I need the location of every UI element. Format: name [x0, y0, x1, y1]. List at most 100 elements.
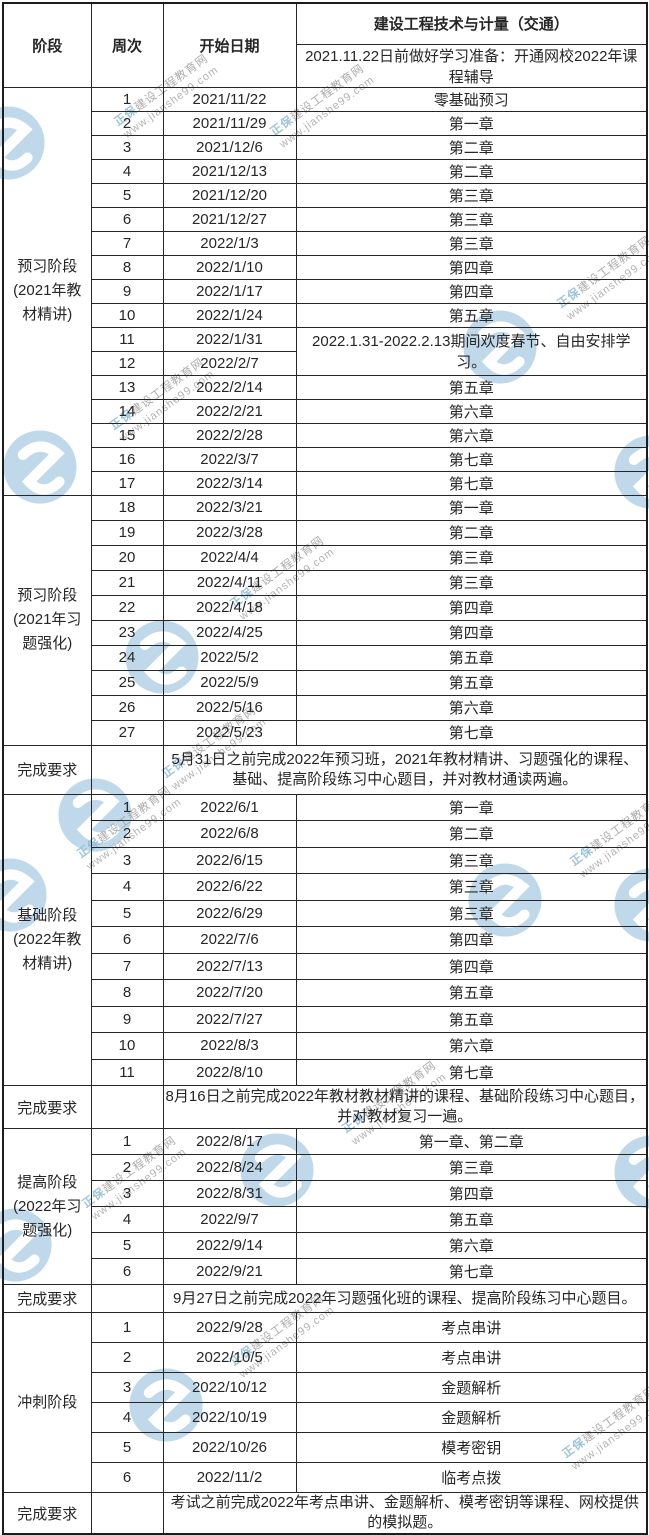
schedule-row: 15 2022/2/28 第六章 — [3, 422, 648, 448]
lesson-content: 第四章 — [295, 254, 648, 280]
schedule-row: 21 2022/4/11 第三章 — [3, 569, 648, 596]
start-date: 2022/5/23 — [162, 719, 297, 746]
stage-label: 冲刺阶段 — [2, 1312, 92, 1493]
week-number: 27 — [90, 719, 164, 746]
start-date: 2022/3/7 — [162, 446, 297, 472]
lesson-content: 第三章 — [295, 569, 648, 596]
schedule-row: 25 2022/5/9 第五章 — [3, 669, 648, 696]
week-number: 5 — [90, 182, 164, 208]
schedule-row: 6 2022/11/2 临考点拨 — [3, 1462, 648, 1493]
lesson-content: 第五章 — [295, 644, 648, 671]
lesson-content: 第三章 — [295, 182, 648, 208]
week-number: 3 — [90, 846, 164, 874]
schedule-row: 20 2022/4/4 第三章 — [3, 544, 648, 571]
lesson-content: 第七章 — [295, 719, 648, 746]
stage-section: 预习阶段 (2021年教材精讲) 1 2021/11/22 零基础预习 2 2021/11… — [2, 86, 648, 496]
start-date: 2022/2/14 — [162, 374, 297, 400]
lesson-content: 第七章 — [295, 1058, 648, 1086]
week-number: 10 — [90, 302, 164, 328]
lesson-content: 金题解析 — [295, 1402, 648, 1433]
requirement-label: 完成要求 — [2, 1284, 92, 1313]
start-date: 2022/3/21 — [162, 494, 297, 521]
start-date: 2022/2/21 — [162, 398, 297, 424]
week-number: 22 — [90, 594, 164, 621]
lesson-content: 第七章 — [295, 470, 648, 496]
requirement-row: 完成要求 5月31日之前完成2022年预习班，2021年教材精讲、习题强化的课程、… — [2, 744, 648, 795]
week-number: 9 — [90, 1005, 164, 1033]
start-date: 2022/6/1 — [162, 793, 297, 821]
start-date: 2022/6/8 — [162, 820, 297, 848]
header-cell-date: 开始日期 — [162, 2, 297, 88]
start-date: 2022/10/19 — [162, 1402, 297, 1433]
course-title: 建设工程技术与计量（交通） — [295, 2, 648, 45]
week-number: 1 — [90, 86, 164, 112]
week-number: 13 — [90, 374, 164, 400]
start-date: 2022/9/21 — [162, 1258, 297, 1285]
schedule-row: 6 2022/7/6 第四章 — [3, 926, 648, 954]
start-date: 2022/5/2 — [162, 644, 297, 671]
start-date: 2022/1/17 — [162, 278, 297, 304]
schedule-row: 6 2021/12/27 第三章 — [3, 206, 648, 232]
lesson-content: 第一章 — [295, 110, 648, 136]
week-number: 11 — [90, 1058, 164, 1086]
start-date: 2022/4/25 — [162, 619, 297, 646]
lesson-content: 第三章 — [295, 873, 648, 901]
start-date: 2021/11/29 — [162, 110, 297, 136]
schedule-row: 9 2022/1/17 第四章 — [3, 278, 648, 304]
lesson-content: 第二章 — [295, 158, 648, 184]
start-date: 2022/5/16 — [162, 694, 297, 721]
lesson-content: 第六章 — [295, 694, 648, 721]
schedule-row: 27 2022/5/23 第七章 — [3, 719, 648, 746]
week-number: 7 — [90, 230, 164, 256]
start-date: 2022/9/28 — [162, 1312, 297, 1343]
requirement-section: 完成要求 8月16日之前完成2022年教材教材精讲的课程、基础阶段练习中心题目，并… — [2, 1085, 648, 1129]
stage-section: 预习阶段 (2021年习题强化) 18 2022/3/21 第一章 19 2022/3/2… — [2, 494, 648, 746]
start-date: 2022/8/31 — [162, 1180, 297, 1207]
lesson-content: 第一章 — [295, 793, 648, 821]
lesson-content: 第一章、第二章 — [295, 1128, 648, 1155]
schedule-row: 3 2021/12/6 第二章 — [3, 134, 648, 160]
schedule-row: 4 2022/10/19 金题解析 — [3, 1402, 648, 1433]
lesson-content: 第三章 — [295, 1154, 648, 1181]
empty-cell — [90, 1492, 164, 1535]
schedule-row: 预习阶段 (2021年教材精讲) 1 2021/11/22 零基础预习 — [2, 86, 648, 496]
schedule-row: 8 2022/1/10 第四章 — [3, 254, 648, 280]
schedule-row: 13 2022/2/14 第五章 — [3, 374, 648, 400]
schedule-row: 9 2022/7/27 第五章 — [3, 1005, 648, 1033]
start-date: 2022/10/26 — [162, 1432, 297, 1463]
start-date: 2022/1/3 — [162, 230, 297, 256]
schedule-row: 2 2022/6/8 第二章 — [3, 820, 648, 848]
requirement-row: 完成要求 9月27日之前完成2022年习题强化班的课程、提高阶段练习中心题目。 — [2, 1284, 648, 1313]
requirement-row: 完成要求 考试之前完成2022年考点串讲、金题解析、模考密钥等课程、网校提供的模拟… — [2, 1492, 648, 1535]
requirement-text: 5月31日之前完成2022年预习班，2021年教材精讲、习题强化的课程、基础、提… — [162, 744, 648, 795]
week-number: 4 — [90, 1402, 164, 1433]
schedule-row: 冲刺阶段 1 2022/9/28 考点串讲 — [2, 1312, 648, 1493]
schedule-row: 5 2022/9/14 第六章 — [3, 1232, 648, 1259]
lesson-content: 第三章 — [295, 544, 648, 571]
lesson-content: 第三章 — [295, 230, 648, 256]
start-date: 2022/3/14 — [162, 470, 297, 496]
schedule-row: 基础阶段 (2022年教材精讲) 1 2022/6/1 第一章 — [2, 793, 648, 1086]
lesson-content: 第六章 — [295, 1032, 648, 1060]
lesson-content: 第四章 — [295, 952, 648, 980]
requirement-label: 完成要求 — [2, 1085, 92, 1129]
week-number: 11 — [90, 326, 164, 352]
start-date: 2022/4/4 — [162, 544, 297, 571]
stage-section: 基础阶段 (2022年教材精讲) 1 2022/6/1 第一章 2 2022/6/8 第二章… — [2, 793, 648, 1086]
week-number: 3 — [90, 1372, 164, 1403]
lesson-content: 2022.1.31-2022.2.13期间欢度春节、自由安排学习。 — [295, 326, 648, 376]
lesson-content: 第五章 — [295, 979, 648, 1007]
week-number: 17 — [90, 470, 164, 496]
start-date: 2021/12/20 — [162, 182, 297, 208]
start-date: 2022/7/27 — [162, 1005, 297, 1033]
start-date: 2022/4/11 — [162, 569, 297, 596]
week-number: 3 — [90, 134, 164, 160]
lesson-content: 第四章 — [295, 278, 648, 304]
requirement-label: 完成要求 — [2, 744, 92, 795]
start-date: 2021/11/22 — [162, 86, 297, 112]
start-date: 2022/11/2 — [162, 1462, 297, 1493]
schedule-row: 10 2022/8/3 第六章 — [3, 1032, 648, 1060]
start-date: 2022/7/6 — [162, 926, 297, 954]
week-number: 16 — [90, 446, 164, 472]
week-number: 26 — [90, 694, 164, 721]
